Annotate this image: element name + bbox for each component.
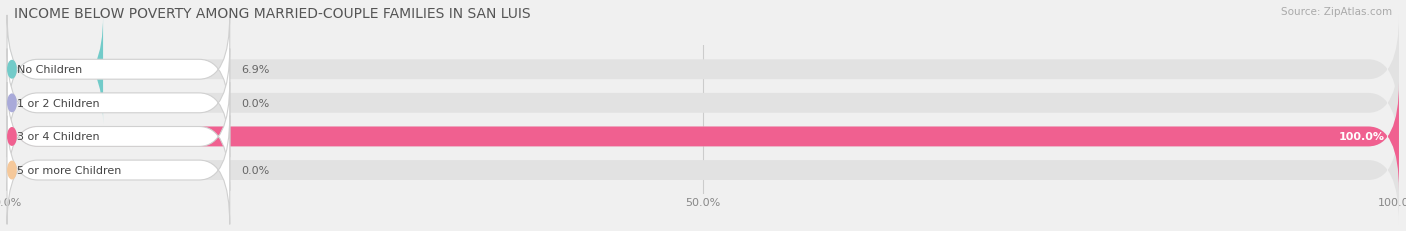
FancyBboxPatch shape — [7, 16, 1399, 124]
Circle shape — [8, 95, 15, 112]
Text: No Children: No Children — [17, 65, 83, 75]
Text: 0.0%: 0.0% — [240, 98, 269, 108]
FancyBboxPatch shape — [7, 49, 229, 158]
FancyBboxPatch shape — [7, 83, 229, 191]
Text: 3 or 4 Children: 3 or 4 Children — [17, 132, 100, 142]
FancyBboxPatch shape — [7, 16, 103, 124]
FancyBboxPatch shape — [7, 116, 1399, 224]
Text: 5 or more Children: 5 or more Children — [17, 165, 122, 175]
Circle shape — [8, 162, 15, 179]
Text: INCOME BELOW POVERTY AMONG MARRIED-COUPLE FAMILIES IN SAN LUIS: INCOME BELOW POVERTY AMONG MARRIED-COUPL… — [14, 7, 530, 21]
FancyBboxPatch shape — [7, 83, 1399, 191]
FancyBboxPatch shape — [7, 83, 1399, 191]
Text: 6.9%: 6.9% — [240, 65, 270, 75]
Text: 1 or 2 Children: 1 or 2 Children — [17, 98, 100, 108]
Text: Source: ZipAtlas.com: Source: ZipAtlas.com — [1281, 7, 1392, 17]
FancyBboxPatch shape — [7, 16, 229, 124]
FancyBboxPatch shape — [7, 49, 1399, 158]
Text: 100.0%: 100.0% — [1339, 132, 1385, 142]
Circle shape — [8, 128, 15, 146]
Text: 0.0%: 0.0% — [240, 165, 269, 175]
FancyBboxPatch shape — [7, 116, 229, 224]
Circle shape — [8, 61, 15, 79]
